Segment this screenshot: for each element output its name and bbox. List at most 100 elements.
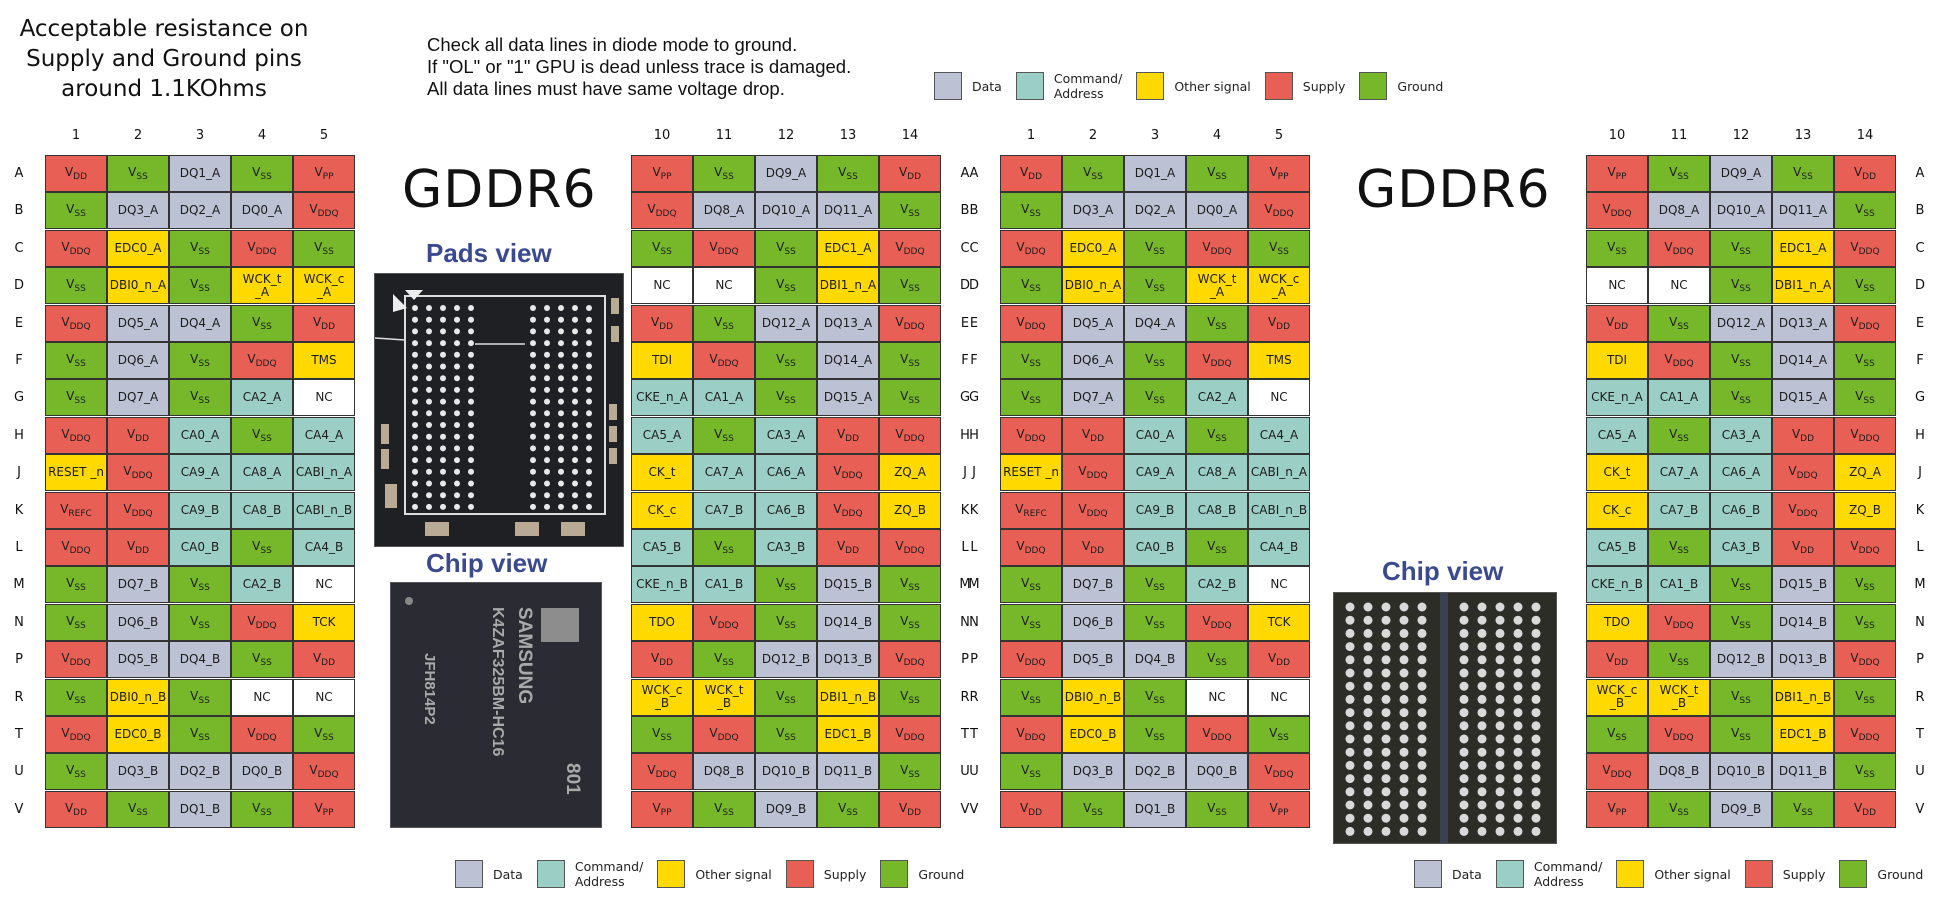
pin-U13: DQ11_B xyxy=(817,753,879,791)
pad-dot xyxy=(558,351,564,358)
ball-dot xyxy=(1345,734,1355,744)
pad-dot xyxy=(544,316,550,323)
pad-dot xyxy=(426,445,432,452)
ball-dot xyxy=(1513,628,1523,638)
legend-swatch-supply xyxy=(1264,72,1293,100)
row-label-U: U xyxy=(969,764,979,780)
ball-dot xyxy=(1399,628,1409,638)
legend-label: Supply xyxy=(823,866,867,882)
pin-N4: VDDQ xyxy=(1186,603,1248,641)
pad-dot xyxy=(440,445,446,452)
ball-dot xyxy=(1381,642,1391,652)
pad-dot xyxy=(586,351,592,358)
row-label-E: E xyxy=(960,315,970,331)
pad-dot xyxy=(586,422,592,428)
pin-E5: VDD xyxy=(1248,304,1310,342)
pin-U3: DQ2_B xyxy=(169,753,231,791)
pin-M5: NC xyxy=(293,566,355,604)
pin-D14: VSS xyxy=(1834,267,1896,305)
pad-dot xyxy=(572,351,578,358)
pin-R14: VSS xyxy=(879,678,941,716)
pin-B5: VDDQ xyxy=(1248,192,1310,230)
ball-dot xyxy=(1495,734,1505,744)
row-label-F: F xyxy=(961,353,969,368)
pin-D13: DBI1_n_A xyxy=(1772,267,1834,305)
ball-dot xyxy=(1399,655,1409,665)
pin-L14: VDDQ xyxy=(1834,529,1896,566)
legend-label: Data xyxy=(493,866,523,882)
pin-B11: DQ8_A xyxy=(693,192,755,230)
ball-dot xyxy=(1459,826,1469,836)
chip-code: 801 xyxy=(562,763,583,795)
pin-E11: VSS xyxy=(693,304,755,342)
pin-J2: VDDQ xyxy=(1062,454,1124,492)
pin-U10: VDDQ xyxy=(631,753,693,791)
legend-label: Ground xyxy=(1397,78,1444,94)
ball-dot xyxy=(1531,694,1541,704)
pad-dot xyxy=(558,410,564,417)
pad-dot xyxy=(426,468,432,475)
ball-dot xyxy=(1417,708,1427,718)
legend-swatch-command-address xyxy=(1015,72,1044,100)
ball-dot xyxy=(1459,602,1469,612)
ball-dot xyxy=(1399,602,1409,612)
pin-A4: VSS xyxy=(231,155,293,192)
ball-dot xyxy=(1381,734,1391,744)
ball-dot xyxy=(1477,694,1487,704)
pad-dot xyxy=(558,480,564,487)
pad-dot xyxy=(544,492,550,499)
legend-label: Other signal xyxy=(695,866,772,882)
pin-K12: CA6_B xyxy=(1710,491,1772,529)
pin-T10: VSS xyxy=(631,716,693,753)
pin-U1: VSS xyxy=(1000,753,1062,791)
ball-dot xyxy=(1477,642,1487,652)
pin-G11: CA1_A xyxy=(1648,379,1710,417)
ball-dot xyxy=(1417,602,1427,612)
ball-dot xyxy=(1513,800,1523,810)
pad-dot xyxy=(572,316,578,323)
legend-bottom-left: Data Command/Address Other signal Supply Gro… xyxy=(455,858,978,890)
pad-dot xyxy=(586,433,592,440)
pad-dot xyxy=(454,340,460,347)
pad-dot xyxy=(454,328,460,335)
pad-dot xyxy=(468,363,474,370)
pad-dot xyxy=(454,433,460,440)
ball-dot xyxy=(1495,800,1505,810)
column-label-1: 1 xyxy=(71,128,81,143)
ball-dot xyxy=(1531,774,1541,784)
pin-G1: VSS xyxy=(45,379,107,417)
pin-J11: CA7_A xyxy=(1648,454,1710,492)
pin-M13: DQ15_B xyxy=(1772,566,1834,604)
pad-dot xyxy=(586,468,592,475)
row-label-R: R xyxy=(14,689,24,705)
pad-dot xyxy=(544,351,550,358)
pad-dot xyxy=(572,422,578,428)
pin-L5: CA4_B xyxy=(1248,529,1310,566)
ball-dot xyxy=(1495,694,1505,704)
pin-E4: VSS xyxy=(1186,304,1248,342)
pin-F13: DQ14_A xyxy=(1772,342,1834,379)
ball-dot xyxy=(1417,813,1427,823)
pin-D13: DBI1_n_A xyxy=(817,267,879,305)
pin-T5: VSS xyxy=(1248,716,1310,753)
ball-dot xyxy=(1417,721,1427,731)
ball-dot xyxy=(1459,708,1469,718)
ball-dot xyxy=(1363,615,1373,625)
pin-R4: NC xyxy=(1186,678,1248,716)
pin-U1: VSS xyxy=(45,753,107,791)
pin-C1: VDDQ xyxy=(45,229,107,267)
ball-dot xyxy=(1531,813,1541,823)
pin-K4: CA8_B xyxy=(1186,491,1248,529)
pad-dot xyxy=(572,375,578,382)
pin-M10: CKE_n_B xyxy=(1586,566,1648,604)
pin-T11: VDDQ xyxy=(693,716,755,753)
row-label-A: A xyxy=(1915,166,1925,181)
pad-dot xyxy=(440,457,446,464)
ball-dot xyxy=(1531,721,1541,731)
pad-dot xyxy=(530,316,536,323)
pad-dot xyxy=(586,386,592,393)
ball-dot xyxy=(1459,760,1469,770)
pin-B10: VDDQ xyxy=(631,192,693,230)
ball-dot xyxy=(1363,774,1373,784)
ball-dot xyxy=(1363,734,1373,744)
